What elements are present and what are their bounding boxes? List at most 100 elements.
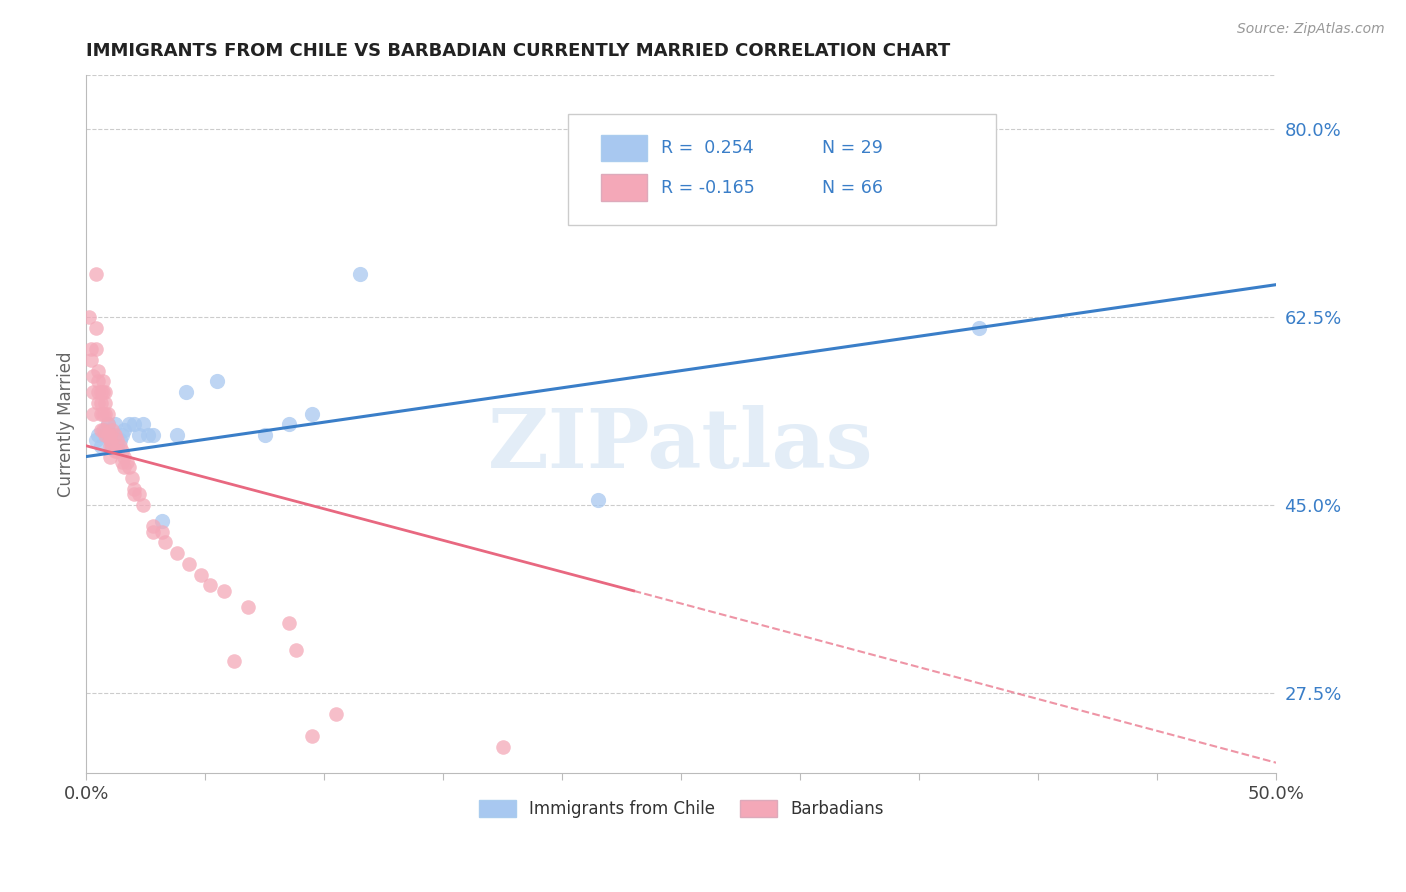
Point [492,739,515,754]
Point [82,385,104,400]
Point [84,434,107,448]
Point [111,455,134,469]
Point [91,375,114,389]
Point [325,707,347,722]
Point [177,557,200,571]
Point [105,434,128,448]
Point [94,428,117,442]
Point [112,460,135,475]
Point [84,267,107,281]
Point [132,498,155,512]
Point [98,434,121,448]
Point [108,434,131,448]
Text: ZIPatlas: ZIPatlas [488,405,875,485]
Point [82,407,104,421]
Bar [602,135,647,161]
Point [112,450,135,464]
Point [166,546,188,560]
Point [967,320,990,334]
Text: N = 66: N = 66 [821,178,883,196]
Point [98,434,121,448]
Point [101,423,124,437]
Point [205,375,228,389]
FancyBboxPatch shape [568,113,997,226]
Point [97,428,120,442]
Point [94,396,117,410]
Point [152,514,174,528]
Point [90,423,112,437]
Point [94,407,117,421]
Point [112,423,135,437]
Point [104,428,127,442]
Point [153,535,176,549]
Text: R = -0.165: R = -0.165 [661,178,755,196]
Point [132,417,155,432]
Point [84,320,107,334]
Point [98,428,121,442]
Bar [602,174,647,201]
Point [87,428,110,442]
Point [222,654,245,668]
Point [111,428,134,442]
Point [91,385,114,400]
Legend: Immigrants from Chile, Barbadians: Immigrants from Chile, Barbadians [472,793,890,824]
Point [301,729,323,743]
Point [122,417,145,432]
Point [152,524,174,539]
Point [136,428,159,442]
Point [94,423,117,437]
Point [97,407,120,421]
Point [349,267,371,281]
Text: IMMIGRANTS FROM CHILE VS BARBADIAN CURRENTLY MARRIED CORRELATION CHART: IMMIGRANTS FROM CHILE VS BARBADIAN CURRE… [86,42,950,60]
Point [82,369,104,384]
Point [108,439,131,453]
Point [98,450,121,464]
Point [90,407,112,421]
Point [94,385,117,400]
Point [118,460,141,475]
Point [105,439,128,453]
Text: N = 29: N = 29 [821,139,883,157]
Point [90,385,112,400]
Point [87,363,110,377]
Point [301,407,323,421]
Point [122,482,145,496]
Point [80,342,103,356]
Text: Source: ZipAtlas.com: Source: ZipAtlas.com [1237,22,1385,37]
Point [198,578,221,592]
Point [91,407,114,421]
Point [166,428,188,442]
Point [121,471,143,485]
Point [97,417,120,432]
Point [77,310,100,324]
Point [142,428,165,442]
Point [87,396,110,410]
Point [115,455,138,469]
Point [236,599,259,614]
Y-axis label: Currently Married: Currently Married [58,351,75,497]
Point [90,439,112,453]
Point [118,417,141,432]
Point [174,385,197,400]
Point [142,524,165,539]
Point [586,492,609,507]
Text: R =  0.254: R = 0.254 [661,139,754,157]
Point [80,352,103,367]
Point [128,428,150,442]
Point [104,417,127,432]
Point [277,615,299,630]
Point [84,342,107,356]
Point [91,423,114,437]
Point [253,428,276,442]
Point [214,583,236,598]
Point [97,417,120,432]
Point [101,439,124,453]
Point [98,439,121,453]
Point [190,567,212,582]
Point [101,428,124,442]
Point [87,385,110,400]
Point [101,439,124,453]
Point [87,375,110,389]
Point [104,444,127,458]
Point [122,487,145,501]
